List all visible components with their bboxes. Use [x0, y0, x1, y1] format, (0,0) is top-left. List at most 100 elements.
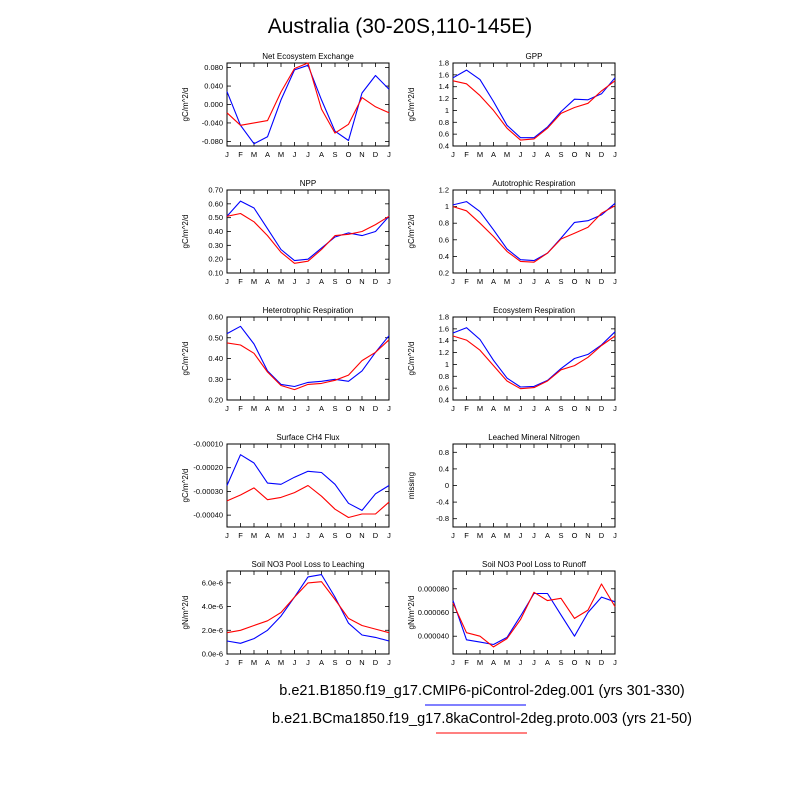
- x-tick-label: J: [613, 658, 617, 667]
- y-tick-label: 0.4: [439, 252, 449, 261]
- x-tick-label: F: [238, 658, 243, 667]
- series-line-1: [226, 484, 390, 519]
- x-tick-label: A: [319, 658, 324, 667]
- x-tick-label: S: [332, 531, 337, 540]
- x-tick-label: A: [265, 277, 270, 286]
- x-tick-label: F: [238, 404, 243, 413]
- series-line-0: [452, 327, 616, 388]
- x-tick-label: J: [306, 531, 310, 540]
- x-tick-label: S: [332, 277, 337, 286]
- x-tick-label: J: [306, 658, 310, 667]
- y-tick-label: 0.080: [204, 63, 223, 72]
- x-tick-label: N: [359, 658, 364, 667]
- x-tick-label: D: [599, 531, 605, 540]
- y-tick-label: 0.4: [439, 142, 449, 151]
- x-tick-label: O: [572, 404, 578, 413]
- x-tick-label: O: [346, 531, 352, 540]
- y-axis-label: gC/m^2/d: [407, 342, 416, 376]
- x-tick-label: F: [464, 531, 469, 540]
- x-tick-label: J: [225, 277, 229, 286]
- x-tick-label: J: [225, 404, 229, 413]
- y-tick-label: 0.040: [204, 82, 223, 91]
- panel-title: Net Ecosystem Exchange: [262, 52, 354, 61]
- x-tick-label: J: [532, 150, 536, 159]
- y-tick-label: 0.30: [208, 375, 223, 384]
- y-tick-label: -0.00030: [193, 487, 223, 496]
- x-tick-label: M: [278, 277, 284, 286]
- x-tick-label: O: [572, 531, 578, 540]
- series-line-0: [226, 454, 390, 511]
- y-axis-label: gC/m^2/d: [407, 88, 416, 122]
- y-tick-label: 0.000060: [418, 608, 449, 617]
- y-tick-label: 1.2: [439, 94, 449, 103]
- x-tick-label: N: [585, 531, 590, 540]
- y-tick-label: 1: [445, 202, 449, 211]
- y-axis-label: gC/m^2/d: [181, 88, 190, 122]
- x-tick-label: A: [265, 531, 270, 540]
- y-tick-label: 6.0e-6: [202, 578, 223, 587]
- y-axis-label: gN/m^2/d: [181, 596, 190, 630]
- x-tick-label: J: [387, 277, 391, 286]
- series-line-1: [226, 581, 390, 634]
- y-tick-label: 0.40: [208, 354, 223, 363]
- x-tick-label: N: [585, 277, 590, 286]
- x-tick-label: F: [464, 277, 469, 286]
- series-line-1: [452, 335, 616, 390]
- y-tick-label: 0.4: [439, 396, 449, 405]
- x-tick-label: M: [251, 531, 257, 540]
- series-line-0: [452, 592, 616, 646]
- legend: b.e21.B1850.f19_g17.CMIP6-piControl-2deg…: [272, 683, 692, 734]
- y-tick-label: 1: [445, 360, 449, 369]
- x-tick-label: D: [599, 658, 605, 667]
- x-tick-label: J: [225, 531, 229, 540]
- y-tick-label: -0.4: [436, 498, 449, 507]
- x-tick-label: A: [319, 150, 324, 159]
- x-tick-label: A: [545, 658, 550, 667]
- x-tick-label: N: [585, 658, 590, 667]
- y-tick-label: 0.8: [439, 219, 449, 228]
- x-tick-label: J: [306, 150, 310, 159]
- series-line-0: [452, 201, 616, 262]
- y-tick-label: -0.080: [202, 137, 223, 146]
- x-tick-label: J: [532, 404, 536, 413]
- x-tick-label: J: [519, 531, 523, 540]
- x-tick-label: J: [613, 150, 617, 159]
- panel-title: Soil NO3 Pool Loss to Leaching: [252, 560, 365, 569]
- x-tick-label: J: [387, 658, 391, 667]
- y-tick-label: 0.20: [208, 255, 223, 264]
- y-tick-label: -0.040: [202, 118, 223, 127]
- panel-title: Autotrophic Respiration: [492, 179, 575, 188]
- panel-title: Ecosystem Respiration: [493, 306, 575, 315]
- x-tick-label: M: [278, 531, 284, 540]
- y-tick-label: 0.000040: [418, 632, 449, 641]
- series-line-1: [452, 80, 616, 141]
- y-tick-label: -0.8: [436, 514, 449, 523]
- series-line-1: [226, 62, 390, 134]
- y-axis-label: gC/m^2/d: [181, 215, 190, 249]
- x-tick-label: A: [545, 277, 550, 286]
- x-tick-label: J: [451, 150, 455, 159]
- x-tick-label: D: [599, 404, 605, 413]
- x-tick-label: J: [519, 277, 523, 286]
- x-tick-label: J: [225, 658, 229, 667]
- x-tick-label: M: [477, 658, 483, 667]
- y-tick-label: 1.2: [439, 348, 449, 357]
- y-tick-label: 0.20: [208, 396, 223, 405]
- x-tick-label: O: [346, 404, 352, 413]
- series-line-1: [452, 205, 616, 263]
- y-tick-label: 0.10: [208, 269, 223, 278]
- x-tick-label: N: [359, 404, 364, 413]
- x-tick-label: J: [451, 531, 455, 540]
- y-tick-label: 1.4: [439, 82, 449, 91]
- x-tick-label: N: [585, 404, 590, 413]
- x-tick-label: M: [504, 404, 510, 413]
- x-tick-label: N: [359, 277, 364, 286]
- y-axis-label: gN/m^2/d: [407, 596, 416, 630]
- x-tick-label: A: [545, 531, 550, 540]
- y-tick-label: 0.2: [439, 269, 449, 278]
- y-tick-label: 1.8: [439, 59, 449, 68]
